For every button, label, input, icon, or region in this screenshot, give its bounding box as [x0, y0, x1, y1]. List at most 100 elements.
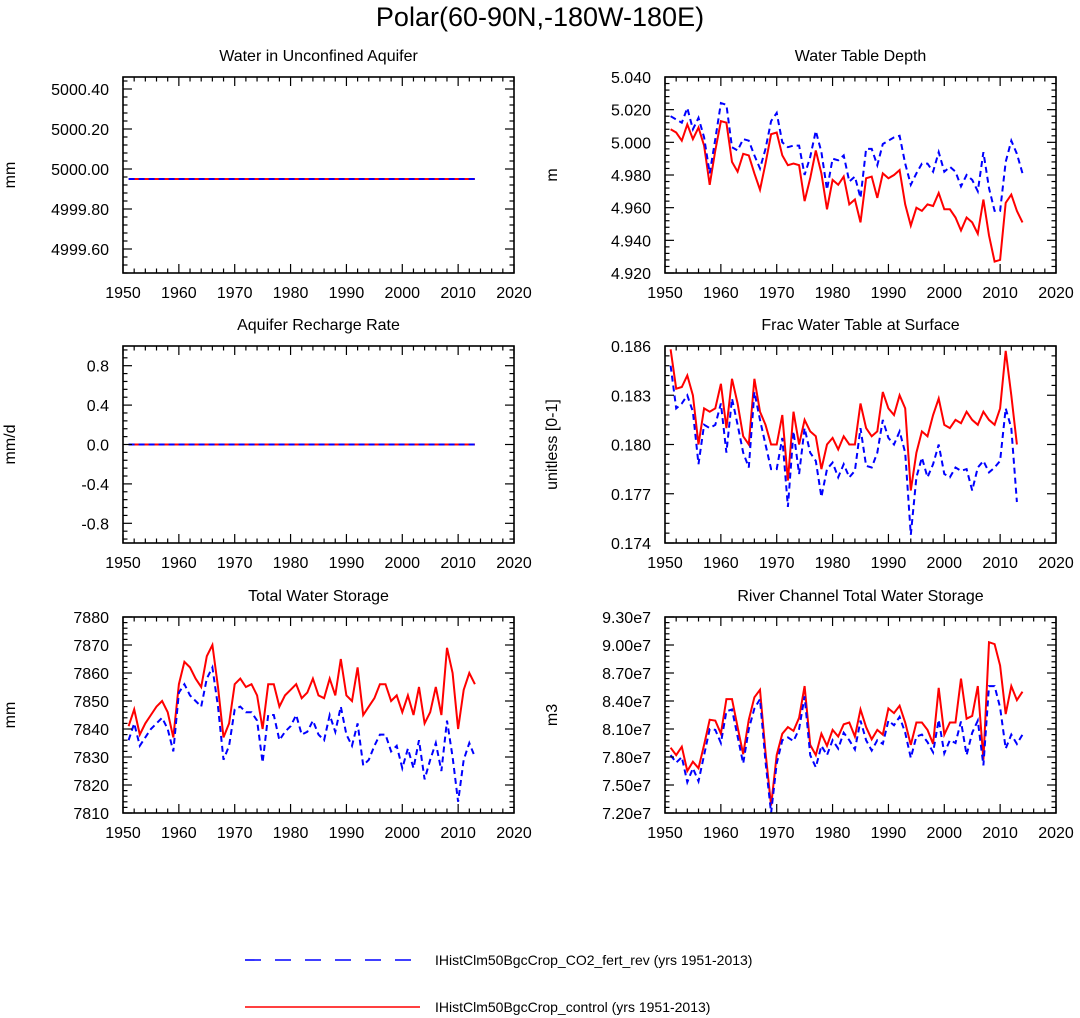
x-tick-label: 1970: [759, 285, 795, 302]
y-tick-label: 7830: [73, 750, 109, 767]
x-tick-label: 1980: [815, 825, 851, 842]
y-tick-label: 5.040: [611, 70, 651, 87]
x-tick-label: 1990: [329, 555, 365, 572]
y-axis-label: unitless [0-1]: [544, 399, 561, 490]
y-tick-label: 7860: [73, 666, 109, 683]
y-tick-label: 7820: [73, 778, 109, 795]
series-line-control: [670, 119, 1024, 263]
x-tick-label: 1960: [161, 285, 197, 302]
y-axis-label: m: [544, 168, 561, 181]
x-tick-label: 2000: [384, 285, 420, 302]
y-tick-label: 7.50e7: [602, 778, 651, 795]
x-tick-label: 1950: [105, 825, 141, 842]
plot-frame: [122, 76, 515, 274]
plot-frame: [664, 345, 1057, 544]
x-tick-label: 1960: [703, 285, 739, 302]
x-tick-label: 1950: [105, 285, 141, 302]
x-tick-label: 2010: [982, 555, 1018, 572]
x-tick-label: 1980: [815, 285, 851, 302]
y-tick-label: 5.000: [611, 135, 651, 152]
y-tick-label: 4999.80: [51, 202, 109, 219]
x-tick-label: 1970: [217, 285, 253, 302]
series-line-co2-fert-rev: [669, 365, 1018, 535]
plot-frame: [122, 616, 515, 814]
y-tick-label: 0.4: [87, 398, 109, 415]
x-tick-label: 1990: [871, 825, 907, 842]
y-tick-label: 0.8: [87, 359, 109, 376]
x-tick-label: 1970: [217, 825, 253, 842]
x-tick-label: 2020: [1038, 825, 1074, 842]
y-tick-label: 5000.00: [51, 162, 109, 179]
y-tick-label: 5000.20: [51, 122, 109, 139]
figure-title: Polar(60-90N,-180W-180E): [376, 2, 704, 32]
y-tick-label: 9.30e7: [602, 610, 651, 627]
x-tick-label: 1990: [329, 285, 365, 302]
y-tick-label: 7.20e7: [602, 806, 651, 823]
y-tick-label: 8.10e7: [602, 722, 651, 739]
y-tick-label: 4.960: [611, 201, 651, 218]
x-tick-label: 1960: [703, 825, 739, 842]
y-axis-label: m3: [544, 704, 561, 726]
plot-frame: [664, 76, 1057, 274]
y-tick-label: 7810: [73, 806, 109, 823]
y-tick-label: 0.0: [87, 438, 109, 455]
panel-title: Frac Water Table at Surface: [761, 317, 959, 334]
x-tick-label: 2020: [496, 285, 532, 302]
series-line-co2-fert-rev: [670, 101, 1024, 212]
series-line-co2-fert-rev: [127, 664, 476, 802]
y-axis-label: mm/d: [2, 425, 19, 465]
y-tick-label: 7840: [73, 722, 109, 739]
y-tick-label: 7870: [73, 638, 109, 655]
y-tick-label: 0.186: [611, 339, 651, 356]
panels: Water in Unconfined Aquifer mm 1950 1960 197…: [2, 48, 1074, 842]
x-tick-label: 2000: [926, 285, 962, 302]
x-tick-label: 2000: [926, 825, 962, 842]
x-tick-label: 1980: [815, 555, 851, 572]
panel-title: Water Table Depth: [795, 48, 927, 65]
panel-title: Aquifer Recharge Rate: [237, 317, 400, 334]
x-tick-label: 1990: [871, 555, 907, 572]
series-line-co2-fert-rev: [669, 685, 1024, 813]
panel-title: Water in Unconfined Aquifer: [219, 48, 418, 65]
x-tick-label: 1950: [647, 285, 683, 302]
panel-title: River Channel Total Water Storage: [737, 588, 983, 605]
x-tick-label: 1970: [759, 825, 795, 842]
y-tick-label: -0.8: [81, 516, 109, 533]
x-tick-label: 1960: [161, 825, 197, 842]
legend-label: IHistClm50BgcCrop_control (yrs 1951-2013…: [435, 999, 710, 1015]
series-line-control: [669, 349, 1018, 491]
chart-panel-2: Water Table Depth m 1950 1960 1970 1980 1990 20…: [544, 48, 1074, 302]
x-tick-label: 2010: [440, 285, 476, 302]
x-tick-label: 2010: [440, 555, 476, 572]
panel-title: Total Water Storage: [248, 588, 389, 605]
y-axis-label: mm: [2, 702, 19, 729]
y-tick-label: 4.920: [611, 266, 651, 283]
x-tick-label: 2020: [496, 555, 532, 572]
x-tick-label: 1980: [273, 285, 309, 302]
x-tick-label: 1970: [759, 555, 795, 572]
x-tick-label: 1970: [217, 555, 253, 572]
legend-label: IHistClm50BgcCrop_CO2_fert_rev (yrs 1951…: [435, 952, 752, 968]
y-tick-label: 8.40e7: [602, 694, 651, 711]
y-axis-label: mm: [2, 162, 19, 189]
x-tick-label: 2020: [496, 825, 532, 842]
y-tick-label: 0.177: [611, 487, 651, 504]
legend: IHistClm50BgcCrop_CO2_fert_rev (yrs 1951…: [245, 952, 752, 1015]
y-tick-label: 7.80e7: [602, 750, 651, 767]
y-tick-label: 0.180: [611, 438, 651, 455]
x-tick-label: 1950: [647, 555, 683, 572]
y-tick-label: -0.4: [81, 477, 109, 494]
y-tick-label: 5000.40: [51, 82, 109, 99]
series-line-control: [127, 641, 476, 738]
y-tick-label: 5.020: [611, 103, 651, 120]
x-tick-label: 2000: [384, 555, 420, 572]
chart-panel-1: Water in Unconfined Aquifer mm 1950 1960 197…: [2, 48, 532, 302]
chart-panel-3: Aquifer Recharge Rate mm/d 1950 1960 1970 198…: [2, 317, 532, 572]
y-tick-label: 9.00e7: [602, 638, 651, 655]
y-tick-label: 4.940: [611, 233, 651, 250]
x-tick-label: 2020: [1038, 285, 1074, 302]
x-tick-label: 1980: [273, 825, 309, 842]
chart-panel-6: River Channel Total Water Storage m3 1950 1…: [544, 588, 1074, 842]
x-tick-label: 2000: [384, 825, 420, 842]
